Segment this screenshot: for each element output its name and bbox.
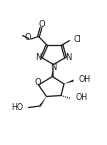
Text: N: N <box>50 63 57 72</box>
Text: N: N <box>35 54 42 62</box>
Polygon shape <box>51 65 54 77</box>
Text: O: O <box>25 33 32 42</box>
Polygon shape <box>64 80 74 84</box>
Text: OH: OH <box>76 94 88 103</box>
Text: OH: OH <box>78 75 90 84</box>
Text: HO: HO <box>11 103 24 112</box>
Text: Cl: Cl <box>73 35 81 44</box>
Text: O: O <box>35 78 41 87</box>
Text: O: O <box>38 20 45 29</box>
Text: N: N <box>65 54 72 62</box>
Polygon shape <box>39 97 47 107</box>
